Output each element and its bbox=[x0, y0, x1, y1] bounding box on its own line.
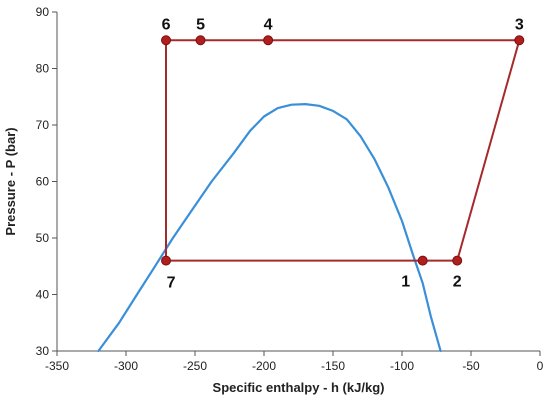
state-point-label-6: 6 bbox=[162, 16, 171, 33]
state-point-5 bbox=[195, 35, 206, 46]
x-tick-label: 0 bbox=[537, 359, 544, 373]
axes bbox=[56, 12, 540, 352]
y-tick-label: 70 bbox=[36, 118, 50, 132]
state-point-7 bbox=[161, 255, 172, 266]
state-point-1 bbox=[417, 255, 428, 266]
state-point-label-2: 2 bbox=[453, 274, 462, 291]
y-tick-label: 30 bbox=[36, 344, 50, 358]
state-point-label-4: 4 bbox=[264, 16, 273, 33]
cycle-line bbox=[165, 39, 521, 262]
state-point-label-3: 3 bbox=[515, 16, 524, 33]
y-axis-title: Pressure - P (bar) bbox=[3, 127, 18, 235]
state-point-label-1: 1 bbox=[401, 274, 410, 291]
state-points bbox=[161, 35, 525, 266]
state-point-4 bbox=[263, 35, 274, 46]
state-point-labels: 1 2 3 4 5 6 7 bbox=[162, 16, 524, 291]
x-axis-ticks: -350 -300 -250 -200 -150 -100 -50 0 bbox=[45, 351, 544, 373]
y-axis-ticks: 30 40 50 60 70 80 90 bbox=[36, 5, 57, 358]
x-tick-label: -250 bbox=[183, 359, 207, 373]
saturation-dome-line bbox=[97, 103, 442, 353]
x-tick-label: -300 bbox=[114, 359, 138, 373]
state-point-label-7: 7 bbox=[167, 275, 176, 292]
series-layer bbox=[97, 39, 521, 353]
x-tick-label: -100 bbox=[390, 359, 414, 373]
x-tick-label: -200 bbox=[252, 359, 276, 373]
state-point-6 bbox=[161, 35, 172, 46]
x-tick-label: -50 bbox=[462, 359, 480, 373]
x-axis-title: Specific enthalpy - h (kJ/kg) bbox=[213, 380, 385, 395]
x-tick-label: -350 bbox=[45, 359, 69, 373]
state-point-3 bbox=[514, 35, 525, 46]
y-tick-label: 50 bbox=[36, 231, 50, 245]
state-point-2 bbox=[452, 255, 463, 266]
y-tick-label: 60 bbox=[36, 175, 50, 189]
x-tick-label: -150 bbox=[321, 359, 345, 373]
y-tick-label: 80 bbox=[36, 62, 50, 76]
y-tick-label: 90 bbox=[36, 5, 50, 19]
state-point-label-5: 5 bbox=[196, 16, 205, 33]
y-tick-label: 40 bbox=[36, 288, 50, 302]
